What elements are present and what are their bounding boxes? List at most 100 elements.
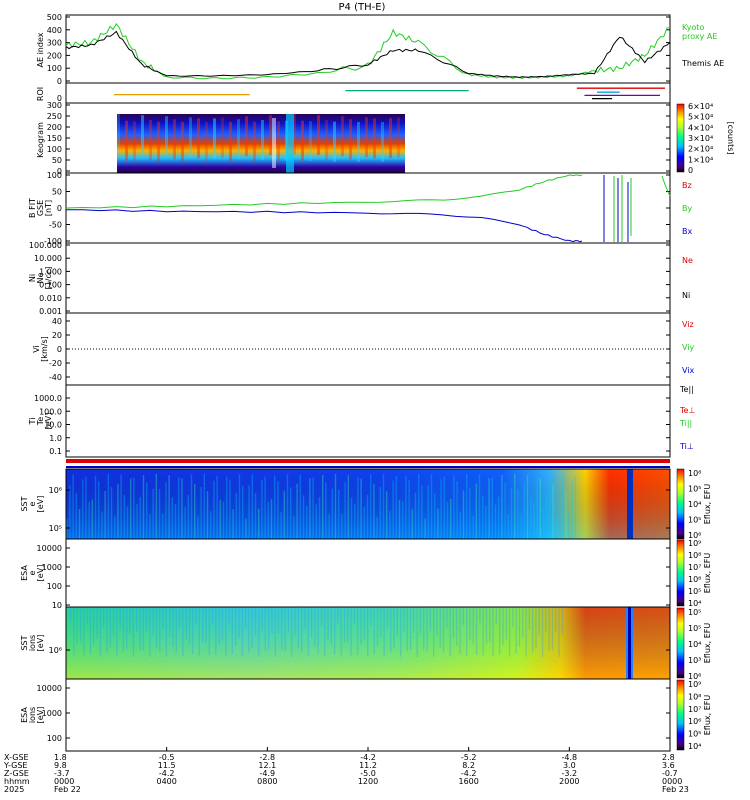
sst-e-stripe	[501, 475, 503, 539]
esa-i-ylabel-line: ions	[28, 707, 37, 723]
sst-i-stripe	[442, 607, 445, 653]
sst-e-stripe	[152, 488, 154, 539]
density-tick-label: 1.000	[39, 267, 62, 276]
sst-e-stripe	[200, 487, 202, 539]
sst-e-stripe	[91, 499, 93, 539]
esa-i-colorbar-label: Eflux, EFU	[703, 695, 712, 736]
sst-e-stripe	[472, 515, 474, 539]
sst-e-stripe	[178, 477, 180, 539]
keogram-colorbar	[676, 103, 685, 173]
temperature-y-ticks: 1000.0 100.0 10.0 1.0 0.1	[34, 394, 670, 456]
keogram-panel: Keogram 300 250 200 150 100 50 0 6×10⁴ 5×10⁴4×1…	[36, 101, 735, 176]
sst-i-stripe	[238, 607, 240, 639]
keogram-colorbar-tick: 0	[688, 166, 693, 175]
sst-i-stripe	[225, 607, 227, 657]
sst-e-stripe	[82, 479, 84, 539]
sst-e-stripe	[373, 484, 375, 539]
temperature-ylabel: Ti Te [eV]	[28, 413, 53, 430]
sst-i-stripe	[409, 607, 412, 650]
sst-i-stripe	[261, 607, 263, 631]
legend-kyoto-line2: proxy AE	[682, 32, 717, 41]
sst-i-stripe	[231, 607, 233, 654]
sst-i-stripe	[215, 607, 217, 655]
legend-by: By	[682, 204, 692, 213]
ae-ylabel: AE index	[36, 32, 45, 67]
sst-e-stripe	[517, 489, 519, 539]
sst-i-stripe	[466, 607, 468, 657]
sst-i-stripe	[109, 607, 111, 648]
sst-i-stripe	[73, 607, 75, 656]
sst-i-stripe	[268, 607, 270, 650]
keogram-tick-label: 50	[52, 156, 62, 165]
sst-i-stripe	[103, 607, 105, 628]
sst-e-stripe	[110, 487, 113, 539]
series-kyoto-ae-line	[65, 22, 671, 80]
sst-e-stripe	[126, 506, 129, 539]
x-axis-row-label: 2025	[4, 785, 24, 794]
esa-i-ylabel-line: [eV]	[36, 707, 45, 724]
legend-ti-par: Ti||	[679, 419, 692, 428]
esa-e-colorbar-label: Eflux, EFU	[703, 553, 712, 594]
sst-e-stripe	[546, 494, 548, 539]
velocity-tick-label: 20	[52, 331, 62, 340]
sst-e-stripe	[274, 475, 276, 539]
sst-e-stripe	[206, 491, 209, 539]
x-axis-value: 3.0	[563, 761, 576, 770]
sst-i-stripe	[221, 607, 224, 641]
temperature-frame	[65, 384, 671, 458]
sst-e-tick-label: 10⁶	[49, 486, 62, 495]
x-axis-value: 9.8	[54, 761, 67, 770]
sst-i-stripe	[370, 607, 372, 626]
sst-e-stripe	[219, 499, 221, 539]
esa-e-colorbar-tick: 10⁵	[688, 587, 701, 596]
sst-i-stripe	[360, 607, 362, 645]
sst-i-stripe	[347, 607, 349, 643]
sst-e-stripe	[235, 492, 237, 539]
sst-i-stripe	[169, 607, 171, 638]
sst-e-stripe	[261, 479, 263, 539]
keogram-stripe	[381, 121, 384, 162]
sst-i-stripe	[482, 607, 484, 656]
sst-i-stripe	[281, 607, 283, 650]
sst-e-stripe	[434, 493, 436, 539]
sst-i-stripe	[423, 607, 425, 650]
sst-e-stripe	[315, 504, 317, 539]
temperature-ylabel-line: Te	[36, 417, 45, 427]
sst-e-stripe	[498, 496, 500, 539]
sst-e-stripe	[280, 511, 282, 539]
sst-e-stripe	[104, 490, 106, 539]
keogram-colorbar-tick: 6×10⁴	[688, 102, 713, 111]
sst-e-stripe	[555, 517, 557, 539]
sst-e-stripe	[334, 474, 337, 539]
keogram-colorbar-tick: 3×10⁴	[688, 134, 713, 143]
sst-e-stripe	[354, 503, 356, 539]
esa-e-ylabel-line: [eV]	[36, 565, 45, 582]
sst-i-stripe	[235, 607, 237, 646]
sst-i-stripe	[93, 607, 95, 646]
sst-i-tick-label: 10⁶	[49, 646, 62, 655]
keogram-stripe	[173, 119, 176, 160]
sst-i-stripe	[551, 607, 554, 651]
sst-e-stripe	[533, 503, 535, 539]
sst-e-stripe	[98, 480, 100, 539]
ae-y-ticks: 500 400 300 200 100 0	[47, 13, 670, 86]
sst-i-stripe	[541, 607, 544, 657]
sst-i-stripe	[129, 607, 131, 635]
keogram-stripe	[149, 120, 152, 161]
sst-e-stripe	[226, 476, 228, 539]
bfield-panel: B FIT GSE [nT] 100 50 0 -50 -100 Bz By Bx	[28, 171, 692, 246]
esa-e-tick-label: 10000	[37, 544, 62, 553]
keogram-stripe	[253, 121, 256, 162]
keogram-stripe	[333, 121, 336, 162]
sst-i-stripe	[505, 607, 507, 640]
temperature-tick-label: 0.1	[49, 447, 62, 456]
sst-i-stripe	[429, 607, 431, 631]
sst-i-stripe	[334, 607, 336, 655]
sst-i-stripe	[149, 607, 151, 657]
legend-ne: Ne	[682, 256, 693, 265]
legend-viy: Viy	[682, 343, 695, 352]
sst-e-stripe	[491, 477, 493, 539]
sst-e-stripe	[523, 481, 525, 539]
esa-i-colorbar-tick: 10⁵	[688, 730, 701, 739]
keogram-image	[117, 114, 405, 173]
